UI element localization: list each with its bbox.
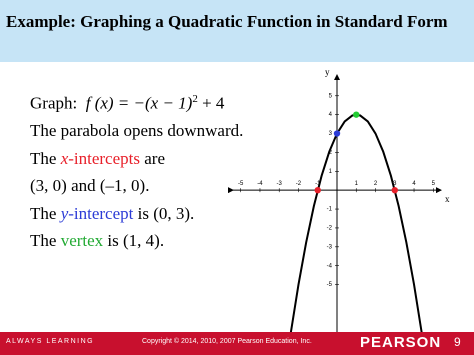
x-tick-label: 4 (412, 181, 416, 187)
text: are (139, 148, 165, 168)
y-tick-label: -4 (327, 263, 333, 269)
text: -intercept (68, 203, 134, 223)
x-tick-label: -1 (315, 181, 321, 187)
brand: PEARSON (360, 334, 442, 351)
y-tick-label: -5 (327, 282, 333, 288)
formula: + 4 (197, 93, 225, 113)
chart: x y -5 -4 -3 -2 -1 1 2 3 4 5 -5 -4 -3 -2 -1 1 2 3 4 5 (228, 67, 450, 332)
x-tick-label: 3 (393, 181, 397, 187)
x-tick-label: 2 (374, 181, 378, 187)
x-tick-label: -3 (277, 181, 283, 187)
copyright: Copyright © 2014, 2010, 2007 Pearson Edu… (142, 338, 312, 345)
y-tick-label: 5 (329, 93, 333, 99)
y-tick-label: 1 (329, 169, 333, 175)
text: -intercepts (68, 148, 140, 168)
body-line: The vertex is (1, 4). (30, 227, 243, 255)
x-tick-label: -4 (257, 181, 263, 187)
slide-title: Example: Graphing a Quadratic Function i… (6, 12, 448, 31)
point (333, 130, 341, 137)
slide-body: Graph: f (x) = −(x − 1)2 + 4 The parabol… (30, 86, 243, 255)
point (391, 186, 398, 194)
graph-label: Graph: (30, 93, 78, 113)
page-number: 9 (454, 335, 461, 349)
x-tick-label: -5 (238, 181, 244, 187)
text: is (0, 3). (133, 203, 195, 223)
point (353, 111, 360, 118)
y-tick-label: 2 (329, 150, 333, 156)
x-axis-label: x (445, 194, 450, 204)
text: y (60, 203, 69, 223)
point (314, 186, 321, 194)
body-line: The parabola opens downward. (30, 121, 244, 141)
text: vertex (60, 231, 104, 251)
text: The (30, 231, 61, 251)
body-line: (3, 0) and (–1, 0). (30, 176, 150, 196)
y-tick-label: -3 (327, 244, 333, 250)
text: The (30, 148, 61, 168)
text: The (30, 203, 61, 223)
body-line: The x-intercepts are (30, 145, 243, 173)
text: x (60, 148, 69, 168)
y-tick-label: -2 (327, 226, 333, 232)
title-bar: Example: Graphing a Quadratic Function i… (0, 0, 474, 62)
tagline: ALWAYS LEARNING (6, 338, 95, 345)
y-axis-label: y (325, 67, 330, 77)
formula-exponent: 2 (192, 93, 198, 105)
footer: ALWAYS LEARNING Copyright © 2014, 2010, … (0, 332, 474, 355)
curve (289, 114, 423, 332)
x-tick-label: -2 (296, 181, 302, 187)
body-line: The y-intercept is (0, 3). (30, 200, 243, 228)
text: is (1, 4). (103, 231, 165, 251)
x-tick-label: 1 (355, 181, 359, 187)
y-tick-label: -1 (327, 207, 333, 213)
x-tick-label: 5 (432, 181, 436, 187)
y-tick-label: 3 (329, 131, 333, 137)
body-line: Graph: f (x) = −(x − 1)2 + 4 (30, 86, 243, 117)
formula: f (x) = −(x − 1) (85, 93, 193, 113)
y-tick-label: 4 (329, 112, 333, 118)
